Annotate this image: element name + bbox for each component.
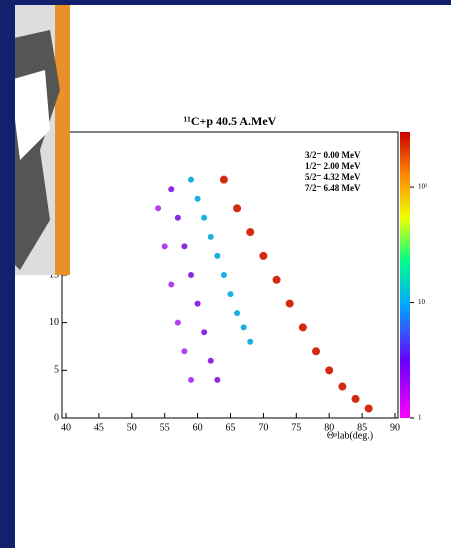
point — [325, 366, 334, 375]
top-band — [0, 0, 451, 5]
legend-entry: 7/2⁻ 6.48 MeV — [305, 183, 361, 193]
point — [298, 323, 307, 332]
x-tick-label: 55 — [160, 422, 170, 433]
point — [168, 281, 175, 288]
chart-title: ¹¹C+p 40.5 A.MeV — [184, 114, 277, 128]
point — [351, 394, 360, 403]
point — [240, 324, 247, 331]
point — [259, 251, 268, 260]
point — [194, 300, 201, 307]
point — [174, 214, 181, 221]
legend-entry: 5/2⁻ 4.32 MeV — [305, 172, 361, 182]
x-tick-label: 90 — [390, 422, 400, 433]
colorbar-tick-label: 1 — [418, 414, 422, 422]
point — [181, 348, 188, 355]
x-tick-label: 75 — [291, 422, 301, 433]
y-tick-label: 0 — [54, 412, 59, 423]
point — [181, 243, 188, 250]
point — [233, 204, 242, 213]
x-tick-label: 50 — [127, 422, 137, 433]
point — [168, 186, 175, 193]
point — [155, 205, 162, 212]
x-tick-label: 80 — [324, 422, 334, 433]
point — [312, 347, 321, 356]
point — [272, 275, 281, 284]
legend-entry: 1/2⁻ 2.00 MeV — [305, 161, 361, 171]
point — [220, 272, 227, 278]
point — [234, 310, 241, 317]
x-tick-label: 60 — [193, 422, 203, 433]
point — [207, 233, 214, 240]
point — [201, 214, 208, 221]
x-tick-label: 65 — [226, 422, 236, 433]
point — [188, 376, 195, 383]
plot-area: 4045505560657075808590051015202511010²3/… — [49, 150, 427, 433]
colorbar-tick-label: 10 — [418, 298, 426, 306]
legend-entry: 3/2⁻ 0.00 MeV — [305, 150, 361, 160]
point — [207, 357, 214, 364]
x-tick-label: 40 — [61, 422, 71, 433]
colorbar — [400, 132, 410, 418]
colorbar-tick-label: 10² — [418, 183, 427, 191]
point — [285, 299, 294, 308]
point — [188, 176, 195, 183]
point — [174, 319, 181, 326]
y-tick-label: 5 — [54, 365, 59, 376]
point — [247, 338, 254, 345]
point — [201, 329, 208, 336]
x-axis-label: Θᵖlab(deg.) — [327, 430, 373, 441]
point — [188, 272, 195, 278]
point — [227, 291, 234, 298]
y-tick-label: 10 — [49, 317, 59, 328]
point — [161, 243, 168, 250]
point — [214, 252, 221, 259]
point — [194, 195, 201, 202]
x-tick-label: 70 — [258, 422, 268, 433]
photo — [0, 5, 70, 275]
x-tick-label: 85 — [357, 422, 367, 433]
point — [338, 382, 347, 391]
point — [246, 228, 255, 237]
point — [214, 376, 221, 383]
point — [219, 175, 228, 184]
point — [364, 404, 373, 413]
x-tick-label: 45 — [94, 422, 104, 433]
